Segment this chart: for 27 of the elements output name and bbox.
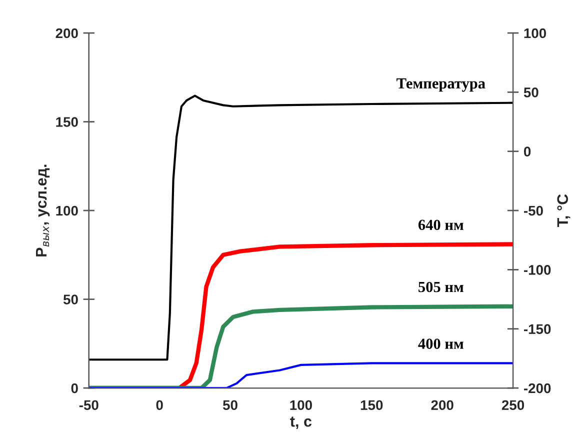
line-series	[88, 94, 514, 361]
x-tick-label: -50	[79, 400, 98, 410]
y2-tick-label: 0	[524, 146, 531, 157]
series-label: 400 нм	[418, 338, 464, 349]
series-label: 640 нм	[418, 220, 464, 230]
y2-tick-label: -150	[524, 324, 551, 334]
y-tick-label: 150	[56, 117, 78, 127]
y-tick-label: 100	[56, 206, 78, 216]
y2-tick-label: 50	[524, 88, 538, 98]
y2-axis-title: T, °C	[557, 194, 570, 227]
y2-tick-label: -50	[524, 206, 543, 216]
x-tick-label: 200	[431, 400, 454, 410]
x-tick-label: 50	[222, 400, 238, 410]
y2-tick-label: 100	[524, 28, 546, 38]
y-tick-label: 50	[63, 294, 78, 304]
y-tick-label: 200	[56, 28, 78, 38]
x-tick-label: 0	[156, 400, 163, 410]
y2-tick-label: -100	[524, 265, 551, 275]
y-axis-title: P$_{вых}$, усл.ед.	[36, 164, 50, 256]
y-tick-label: 0	[71, 383, 78, 394]
x-axis-title: t, c	[290, 416, 312, 429]
series-label: Температура	[396, 78, 486, 92]
x-tick-label: 250	[502, 400, 524, 410]
x-tick-label: 100	[290, 400, 312, 410]
series-label: 505 нм	[418, 282, 464, 292]
y2-tick-label: -200	[524, 383, 551, 394]
x-tick-label: 150	[360, 400, 383, 410]
